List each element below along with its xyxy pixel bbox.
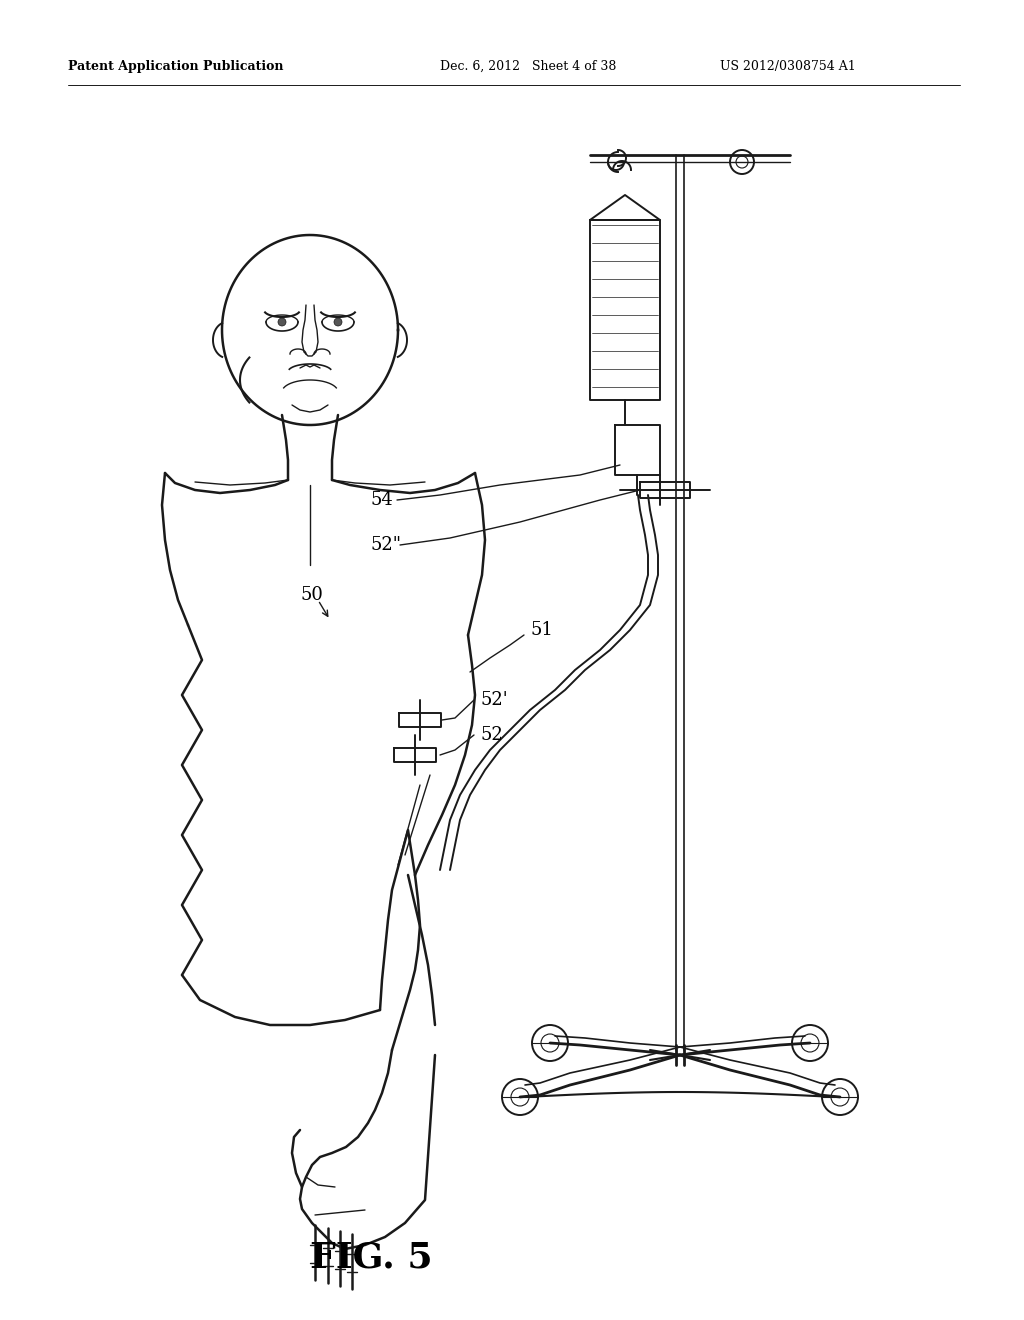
Text: Patent Application Publication: Patent Application Publication xyxy=(68,59,284,73)
Text: Dec. 6, 2012   Sheet 4 of 38: Dec. 6, 2012 Sheet 4 of 38 xyxy=(440,59,616,73)
Text: 52': 52' xyxy=(480,690,508,709)
Circle shape xyxy=(334,318,342,326)
Text: 54: 54 xyxy=(370,491,393,510)
Text: 51: 51 xyxy=(530,620,553,639)
Text: 52: 52 xyxy=(480,726,503,744)
Text: 52": 52" xyxy=(370,536,401,554)
Text: FIG. 5: FIG. 5 xyxy=(310,1239,432,1274)
Text: 50: 50 xyxy=(300,586,323,605)
Circle shape xyxy=(278,318,286,326)
Text: US 2012/0308754 A1: US 2012/0308754 A1 xyxy=(720,59,856,73)
